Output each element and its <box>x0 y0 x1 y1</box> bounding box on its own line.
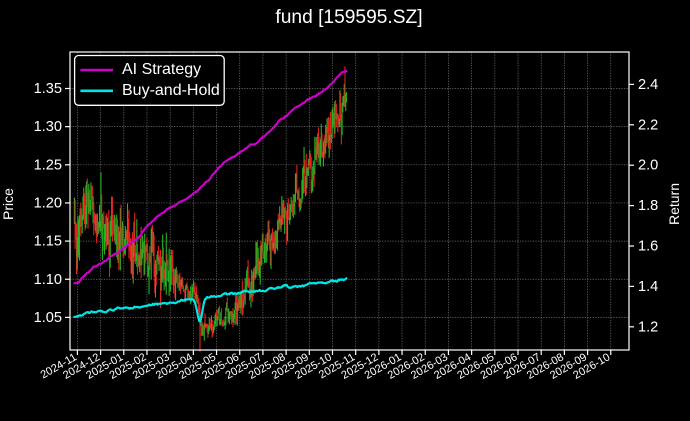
svg-text:1.6: 1.6 <box>638 239 658 255</box>
svg-text:2.4: 2.4 <box>638 77 658 93</box>
svg-text:1.10: 1.10 <box>34 272 62 288</box>
svg-text:Buy-and-Hold: Buy-and-Hold <box>122 82 220 99</box>
svg-text:1.35: 1.35 <box>34 81 62 97</box>
svg-text:2.0: 2.0 <box>638 158 658 174</box>
svg-text:1.20: 1.20 <box>34 195 62 211</box>
svg-text:Return: Return <box>666 183 682 225</box>
svg-text:AI Strategy: AI Strategy <box>122 61 201 78</box>
svg-text:1.25: 1.25 <box>34 157 62 173</box>
svg-text:1.4: 1.4 <box>638 279 658 295</box>
svg-text:1.05: 1.05 <box>34 310 62 326</box>
svg-text:1.30: 1.30 <box>34 119 62 135</box>
svg-text:2.2: 2.2 <box>638 117 658 133</box>
svg-text:1.2: 1.2 <box>638 319 658 335</box>
svg-text:Price: Price <box>0 188 16 220</box>
svg-text:1.15: 1.15 <box>34 234 62 250</box>
svg-text:fund [159595.SZ]: fund [159595.SZ] <box>275 7 422 28</box>
svg-text:1.8: 1.8 <box>638 198 658 214</box>
